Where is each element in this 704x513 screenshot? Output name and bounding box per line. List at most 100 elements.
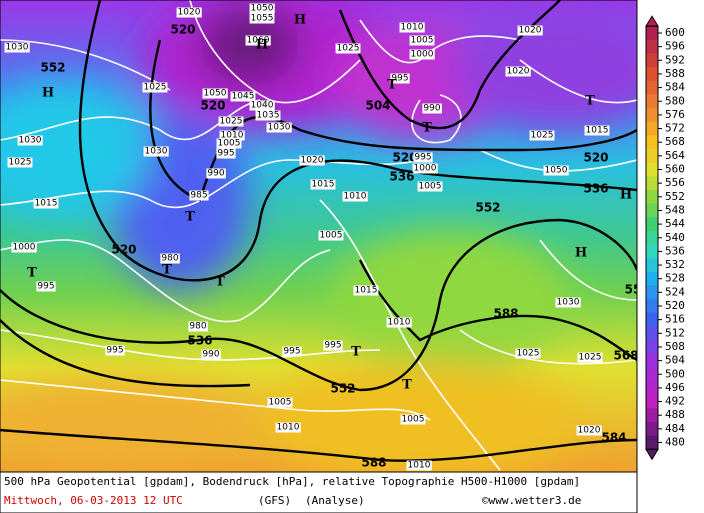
label-background bbox=[417, 181, 443, 192]
colorbar-label: 588 bbox=[665, 67, 685, 80]
colorbar-swatch bbox=[646, 26, 658, 41]
contour-label: 552 bbox=[40, 61, 65, 75]
colorbar-swatch bbox=[646, 340, 658, 355]
label-background bbox=[323, 340, 343, 351]
colorbar-label: 480 bbox=[665, 436, 685, 449]
contour-label: T bbox=[351, 345, 361, 360]
colorbar-swatch bbox=[646, 53, 658, 68]
colorbar-swatch bbox=[646, 108, 658, 123]
contour-label: 1060 bbox=[247, 36, 270, 46]
label-background bbox=[33, 198, 59, 209]
contour-label: 1010 bbox=[408, 461, 431, 471]
colorbar-swatch bbox=[646, 285, 658, 300]
colorbar-label: 580 bbox=[665, 94, 685, 107]
label-background bbox=[267, 397, 293, 408]
label-background bbox=[353, 285, 379, 296]
colorbar-label: 500 bbox=[665, 367, 685, 380]
label-background bbox=[505, 66, 531, 77]
contour-label: 1050 bbox=[251, 4, 274, 14]
contour-label: 1000 bbox=[411, 50, 434, 60]
label-background bbox=[4, 42, 30, 53]
contour-label: 995 bbox=[106, 346, 123, 356]
label-background bbox=[584, 125, 610, 136]
label-background bbox=[299, 155, 325, 166]
colorbar-label: 568 bbox=[665, 135, 685, 148]
colorbar-label: 556 bbox=[665, 176, 685, 189]
contour-label: 1015 bbox=[355, 286, 378, 296]
label-background bbox=[577, 352, 603, 363]
contour-label: 1025 bbox=[579, 353, 602, 363]
colorbar-swatch bbox=[646, 149, 658, 164]
colorbar-swatch bbox=[646, 162, 658, 177]
label-background bbox=[282, 346, 302, 357]
colorbar-swatch bbox=[646, 326, 658, 341]
contour-label: 995 bbox=[283, 347, 300, 357]
colorbar-swatch bbox=[646, 39, 658, 54]
contour-label: 520 bbox=[392, 151, 417, 165]
contour-label: 1010 bbox=[344, 192, 367, 202]
contour-label: 1000 bbox=[414, 164, 437, 174]
contour-label: 990 bbox=[202, 350, 219, 360]
footer-description: 500 hPa Geopotential [gpdam], Bodendruck… bbox=[4, 475, 580, 488]
label-background bbox=[543, 165, 569, 176]
footer-credit: ©www.wetter3.de bbox=[482, 494, 581, 507]
label-background bbox=[36, 281, 56, 292]
contour-label: 995 bbox=[324, 341, 341, 351]
label-background bbox=[219, 130, 245, 141]
colorbar-swatch bbox=[646, 367, 658, 382]
contour-label: 1055 bbox=[251, 14, 274, 24]
colorbar-swatch bbox=[646, 176, 658, 191]
contour-label: 520 bbox=[583, 151, 608, 165]
colorbar-label: 536 bbox=[665, 244, 685, 257]
label-background bbox=[249, 13, 275, 24]
colorbar-swatch bbox=[646, 381, 658, 396]
colorbar-label: 504 bbox=[665, 354, 685, 367]
contour-label: 1040 bbox=[251, 101, 274, 111]
contour-label: 588 bbox=[493, 307, 518, 321]
colorbar-label: 544 bbox=[665, 217, 685, 230]
contour-label: 1045 bbox=[232, 92, 255, 102]
colorbar-swatch bbox=[646, 67, 658, 82]
contour-label: 1020 bbox=[578, 426, 601, 436]
label-background bbox=[400, 414, 426, 425]
label-background bbox=[216, 138, 242, 149]
contour-label: 1020 bbox=[301, 156, 324, 166]
contour-label: 1030 bbox=[268, 123, 291, 133]
contour-label: 520 bbox=[200, 99, 225, 113]
contour-label: 980 bbox=[189, 322, 206, 332]
colorbar-label: 516 bbox=[665, 313, 685, 326]
footer-date: Mittwoch, 06-03-2013 12 UTC bbox=[4, 494, 183, 507]
colorbar-tip-bottom bbox=[645, 448, 659, 461]
contour-label: 536 bbox=[583, 182, 608, 196]
label-background bbox=[310, 179, 336, 190]
label-background bbox=[399, 22, 425, 33]
label-background bbox=[422, 103, 442, 114]
colorbar-label: 552 bbox=[665, 190, 685, 203]
contour-label: 990 bbox=[207, 169, 224, 179]
label-background bbox=[218, 116, 244, 127]
label-background bbox=[413, 152, 433, 163]
label-background bbox=[188, 321, 208, 332]
contour-label: 1010 bbox=[388, 318, 411, 328]
contour-label: 995 bbox=[414, 153, 431, 163]
contour-label: 536 bbox=[389, 170, 414, 184]
contour-label: 1025 bbox=[517, 349, 540, 359]
label-background bbox=[142, 82, 168, 93]
colorbar-swatch bbox=[646, 80, 658, 95]
contour-label: 1015 bbox=[312, 180, 335, 190]
colorbar-swatch bbox=[646, 394, 658, 409]
label-background bbox=[318, 230, 344, 241]
contour-label: 568 bbox=[613, 349, 638, 363]
contour-label: T bbox=[162, 263, 172, 278]
label-background bbox=[409, 35, 435, 46]
colorbar-swatch bbox=[646, 258, 658, 273]
contour-label: T bbox=[585, 94, 595, 109]
contour-label: 1010 bbox=[221, 131, 244, 141]
colorbar-label: 560 bbox=[665, 163, 685, 176]
label-background bbox=[202, 88, 228, 99]
colorbar-label: 508 bbox=[665, 340, 685, 353]
colorbar-label: 596 bbox=[665, 40, 685, 53]
label-background bbox=[266, 122, 292, 133]
contour-label: T bbox=[185, 210, 195, 225]
